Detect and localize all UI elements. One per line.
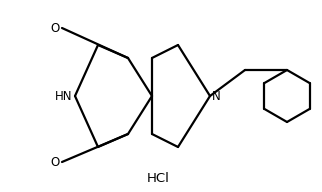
Text: HCl: HCl (147, 171, 169, 185)
Text: N: N (212, 89, 221, 103)
Text: O: O (51, 22, 60, 35)
Text: O: O (51, 156, 60, 169)
Text: HN: HN (54, 89, 72, 103)
